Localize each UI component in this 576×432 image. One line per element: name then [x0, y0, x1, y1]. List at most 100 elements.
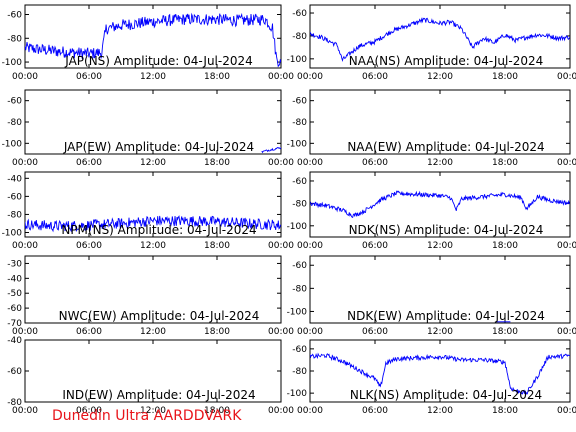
x-tick-label: 12:00 [140, 406, 166, 416]
panel-2: 00:00 06:00 12:00 18:00 00:00 -100 -80 -60 JAP(E… [2, 89, 294, 168]
x-tick-label: 00:00 [297, 241, 323, 251]
y-tick-label: -70 [7, 319, 22, 329]
x-tick-label: 18:00 [204, 327, 230, 337]
series-line-0 [261, 146, 281, 154]
x-tick-label: 06:00 [76, 241, 102, 251]
series-line-0 [25, 12, 281, 68]
x-tick-label: 00:00 [557, 241, 576, 251]
y-tick-label: -100 [2, 58, 23, 68]
y-tick-label: -60 [292, 261, 307, 271]
series-line-0 [310, 352, 570, 396]
y-tick-label: -80 [7, 210, 22, 220]
y-tick-label: -60 [7, 192, 22, 202]
y-tick-label: -60 [7, 367, 22, 377]
x-tick-label: 00:00 [268, 72, 294, 82]
panel-1: 00:00 06:00 12:00 18:00 00:00 -100 -80 -60 NAA(N… [287, 4, 576, 82]
x-tick-label: 00:00 [268, 406, 294, 416]
x-tick-label: 18:00 [204, 241, 230, 251]
x-tick-label: 00:00 [557, 406, 576, 416]
x-tick-label: 18:00 [492, 241, 518, 251]
y-tick-label: -40 [7, 336, 22, 346]
panel-3: 00:00 06:00 12:00 18:00 00:00 -100 -80 -60 NAA(E… [287, 89, 576, 168]
x-tick-label: 00:00 [12, 158, 38, 168]
x-tick-label: 18:00 [204, 72, 230, 82]
y-tick-label: -80 [292, 32, 307, 42]
x-tick-label: 00:00 [557, 327, 576, 337]
panel-title: NPM(NS) Amplitude: 04-Jul-2024 [61, 223, 256, 237]
panel-5: 00:00 06:00 12:00 18:00 00:00 -100 -80 -60 NDK(N… [287, 171, 576, 251]
panel-title: NDK(NS) Amplitude: 04-Jul-2024 [349, 223, 544, 237]
y-tick-label: -80 [292, 199, 307, 209]
footer-credit: Dunedin Ultra AARDDVARK [52, 408, 242, 424]
x-tick-label: 18:00 [204, 158, 230, 168]
y-tick-label: -100 [2, 139, 23, 149]
x-tick-label: 00:00 [557, 72, 576, 82]
y-tick-label: -40 [7, 274, 22, 284]
y-tick-label: -60 [292, 177, 307, 187]
y-tick-label: -60 [292, 9, 307, 19]
y-tick-label: -100 [287, 389, 308, 399]
x-tick-label: 18:00 [204, 406, 230, 416]
panel-title: JAP(EW) Amplitude: 04-Jul-2024 [63, 140, 254, 154]
y-tick-label: -80 [292, 367, 307, 377]
x-tick-label: 12:00 [140, 158, 166, 168]
x-tick-label: 00:00 [12, 406, 38, 416]
x-tick-label: 12:00 [427, 241, 453, 251]
y-tick-label: -100 [287, 139, 308, 149]
panel-8: 00:00 06:00 12:00 18:00 00:00-80-60-40IND(EW… [7, 336, 294, 416]
panel-title: NDK(EW) Amplitude: 04-Jul-2024 [347, 309, 545, 323]
x-tick-label: 00:00 [297, 158, 323, 168]
x-tick-label: 12:00 [427, 406, 453, 416]
panel-0: 00:00 06:00 12:00 18:00 00:00 -100 -80 -60 JAP(N… [2, 4, 294, 82]
panel-title: NWC(EW) Amplitude: 04-Jul-2024 [59, 309, 260, 323]
panel-title: NLK(NS) Amplitude: 04-Jul-2024 [350, 388, 542, 402]
x-tick-label: 18:00 [492, 158, 518, 168]
x-tick-label: 12:00 [427, 72, 453, 82]
x-tick-label: 00:00 [268, 327, 294, 337]
x-tick-label: 06:00 [362, 158, 388, 168]
panel-7: 00:00 06:00 12:00 18:00 00:00 -100 -80 -60 NDK(E… [287, 255, 576, 337]
panel-9: 00:00 06:00 12:00 18:00 00:00 -100 -80 -60 NLK(N… [287, 339, 576, 416]
x-tick-label: 12:00 [140, 241, 166, 251]
x-tick-label: 00:00 [297, 406, 323, 416]
panel-4: 00:00 06:00 12:00 18:00 00:00 -100 -80 -60 -40 NP… [2, 171, 294, 251]
y-tick-label: -60 [7, 304, 22, 314]
x-tick-label: 06:00 [76, 158, 102, 168]
x-tick-label: 06:00 [76, 327, 102, 337]
x-tick-label: 06:00 [76, 406, 102, 416]
panel-6: 00:00 06:00 12:00 18:00 00:00-70-60-50-40-30… [7, 255, 294, 337]
x-tick-label: 00:00 [12, 72, 38, 82]
x-tick-label: 06:00 [76, 72, 102, 82]
panel-title: NAA(EW) Amplitude: 04-Jul-2024 [347, 140, 544, 154]
x-tick-label: 18:00 [492, 72, 518, 82]
y-tick-label: -100 [287, 307, 308, 317]
series-line-0 [25, 215, 281, 233]
x-tick-label: 06:00 [362, 327, 388, 337]
y-tick-label: -30 [7, 259, 22, 269]
x-tick-label: 00:00 [297, 327, 323, 337]
x-tick-label: 00:00 [12, 241, 38, 251]
x-tick-label: 06:00 [362, 406, 388, 416]
y-tick-label: -100 [287, 222, 308, 232]
y-tick-label: -100 [2, 228, 23, 238]
y-tick-label: -80 [7, 34, 22, 44]
x-tick-label: 00:00 [12, 327, 38, 337]
x-tick-label: 12:00 [427, 158, 453, 168]
y-tick-label: -50 [7, 289, 22, 299]
y-tick-label: -60 [7, 11, 22, 21]
y-tick-label: -80 [7, 398, 22, 408]
y-tick-label: -100 [287, 55, 308, 65]
x-tick-label: 18:00 [492, 327, 518, 337]
x-tick-label: 00:00 [268, 241, 294, 251]
y-tick-label: -80 [292, 284, 307, 294]
panel-title: IND(EW) Amplitude: 04-Jul-2024 [62, 388, 255, 402]
x-tick-label: 18:00 [492, 406, 518, 416]
series-line-0 [310, 190, 570, 219]
x-tick-label: 00:00 [557, 158, 576, 168]
y-tick-label: -60 [7, 97, 22, 107]
series-line-0 [310, 17, 570, 62]
y-tick-label: -60 [292, 345, 307, 355]
x-tick-label: 12:00 [140, 72, 166, 82]
x-tick-label: 12:00 [140, 327, 166, 337]
